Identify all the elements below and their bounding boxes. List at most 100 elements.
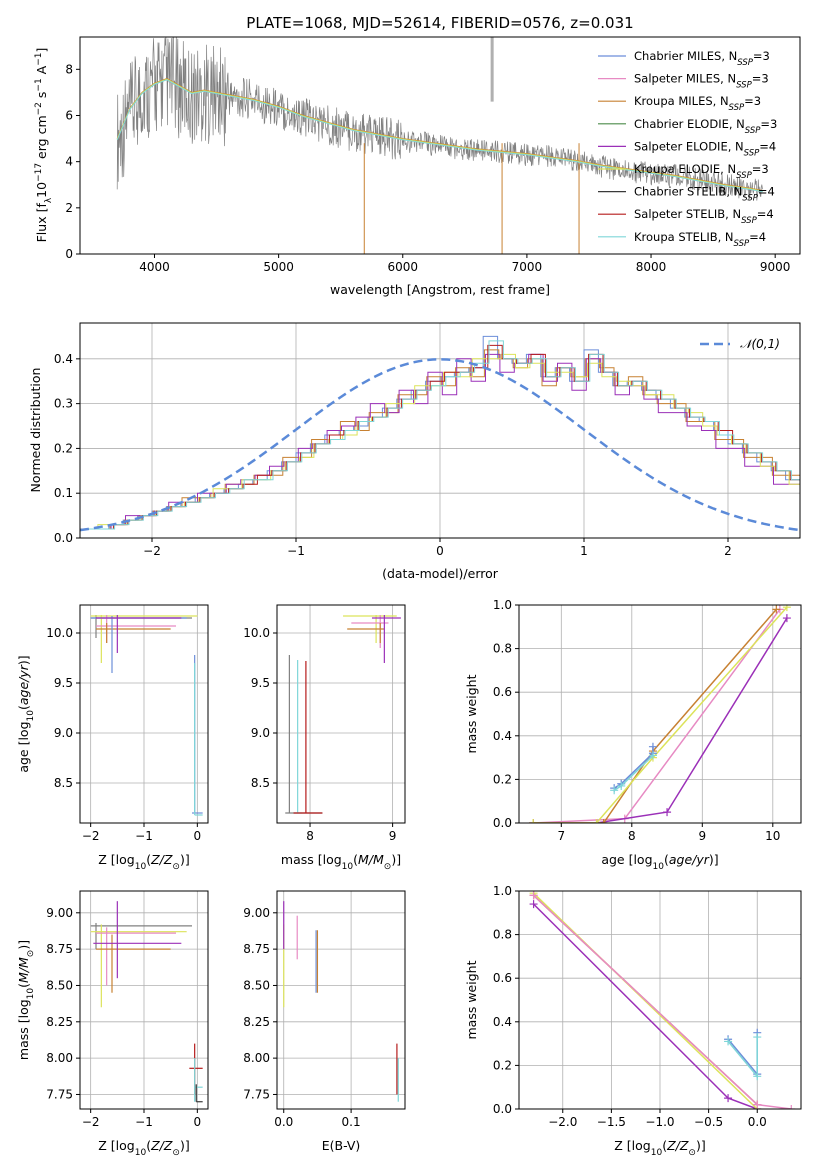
data-point-marker [663, 808, 672, 817]
axes-frame [276, 604, 406, 824]
axes-frame [79, 322, 801, 539]
y-tick-label: 9.0 [251, 726, 270, 740]
legend-entry: Salpeter STELIB, NSSP=4 [634, 207, 774, 226]
x-tick-label: −1 [287, 544, 305, 558]
axis-label: Z [log10(Z/Z⊙)] [614, 1138, 705, 1158]
series-line [533, 894, 792, 1109]
y-tick-label: 8.75 [243, 942, 270, 956]
y-tick-label: 0.4 [493, 1015, 512, 1029]
y-tick-label: 0.0 [54, 531, 73, 545]
legend: Chabrier MILES, NSSP=3 Salpeter MILES, NS… [598, 49, 777, 249]
data-point-marker [753, 1033, 762, 1042]
data-point-marker [772, 605, 781, 614]
legend-entry: Kroupa MILES, NSSP=3 [634, 94, 761, 113]
age-vs-mass-panel: 8 9 8.5 9.0 9.5 10.0 mass [log10(M/M⊙)] [243, 604, 406, 872]
x-tick-label: 8 [306, 829, 314, 843]
data-point-marker [529, 891, 538, 900]
axis-label: Z [log10(Z/Z⊙)] [98, 1138, 189, 1158]
legend-entry: 𝒩(0,1) [740, 337, 780, 351]
y-tick-label: 9.00 [243, 906, 270, 920]
x-tick-label: 0.1 [342, 1115, 361, 1129]
x-tick-label: 6000 [387, 260, 418, 274]
massweight-vs-metallicity-panel: −2.0 −1.5 −1.0 −0.5 0.0 0.0 0.2 0.4 0.6 0.8 1.0 Z [… [464, 884, 802, 1158]
mass-vs-metallicity-panel: −2 −1 0 7.75 8.00 8.25 8.50 8.75 9.00 Z [log10(Z/… [16, 890, 209, 1158]
x-tick-label: 9000 [760, 260, 791, 274]
y-tick-label: 9.5 [54, 676, 73, 690]
axes-frame [518, 604, 802, 824]
y-tick-label: 7.75 [243, 1087, 270, 1101]
x-tick-label: 9 [389, 829, 397, 843]
series-line [533, 606, 788, 823]
y-tick-label: 0.4 [493, 729, 512, 743]
legend-entry: Salpeter ELODIE, NSSP=4 [634, 139, 776, 158]
x-tick-label: 8000 [636, 260, 667, 274]
series-line [533, 892, 758, 1109]
legend-entry: Kroupa ELODIE, NSSP=3 [634, 162, 769, 181]
y-tick-label: 0.0 [493, 1102, 512, 1116]
legend-entry: Chabrier MILES, NSSP=3 [634, 49, 770, 68]
y-tick-label: 0.2 [493, 1058, 512, 1072]
x-tick-label: 8 [628, 829, 636, 843]
y-tick-label: 2 [65, 201, 73, 215]
y-tick-label: 8.00 [46, 1051, 73, 1065]
axes-frame [79, 890, 209, 1110]
series-line [533, 608, 781, 823]
y-tick-label: 0.8 [493, 642, 512, 656]
x-tick-label: 0 [194, 829, 202, 843]
x-tick-label: 1 [580, 544, 588, 558]
series-line [533, 608, 777, 823]
x-tick-label: 0 [194, 1115, 202, 1129]
y-tick-label: 8.5 [251, 776, 270, 790]
histogram-series [84, 344, 800, 530]
y-tick-label: 0.3 [54, 397, 73, 411]
model-spectrum-line [116, 78, 763, 192]
axis-label: wavelength [Angstrom, rest frame] [330, 282, 550, 297]
axes-frame [79, 36, 801, 255]
x-tick-label: 9 [698, 829, 706, 843]
axis-label: (data-model)/error [382, 566, 499, 581]
residuals-panel: −2 −1 0 1 2 0.0 0.1 0.2 0.3 0.4 𝒩(0,1) (data-model)… [28, 322, 801, 581]
series-line [727, 1032, 758, 1077]
x-tick-label: −0.5 [694, 1115, 723, 1129]
y-tick-label: 9.00 [46, 906, 73, 920]
y-tick-label: 0.6 [493, 685, 512, 699]
y-tick-label: 8.50 [46, 978, 73, 992]
data-point-marker [529, 819, 538, 823]
histogram-series [82, 353, 800, 530]
data-point-marker [617, 781, 626, 790]
y-tick-label: 10.0 [46, 626, 73, 640]
y-tick-label: 9.5 [251, 676, 270, 690]
figure-title: PLATE=1068, MJD=52614, FIBERID=0576, z=0… [246, 14, 633, 32]
y-tick-label: 8.25 [46, 1015, 73, 1029]
x-tick-label: −2 [143, 544, 161, 558]
y-tick-label: 8.00 [243, 1051, 270, 1065]
data-point-marker [753, 1100, 762, 1109]
axis-label: Z [log10(Z/Z⊙)] [98, 852, 189, 872]
x-tick-label: −1 [135, 829, 153, 843]
axis-label: mass weight [464, 674, 479, 753]
data-point-marker [529, 900, 538, 909]
axis-label: mass [log10(M/M⊙)] [16, 940, 36, 1060]
data-point-marker [753, 1072, 762, 1081]
model-spectrum-line [116, 79, 763, 193]
x-tick-label: 7000 [512, 260, 543, 274]
y-tick-label: 9.0 [54, 726, 73, 740]
y-tick-label: 0.1 [54, 486, 73, 500]
data-point-marker [782, 614, 791, 623]
y-tick-label: 0.8 [493, 928, 512, 942]
x-tick-label: 4000 [139, 260, 170, 274]
axis-label: Flux [fλ10−17 erg cm−2 s−1 A−1] [34, 48, 54, 243]
x-tick-label: 7 [557, 829, 565, 843]
legend-entry: Kroupa STELIB, NSSP=4 [634, 230, 766, 249]
y-tick-label: 7.75 [46, 1087, 73, 1101]
axis-label: mass [log10(M/M⊙)] [281, 852, 401, 872]
y-tick-label: 8.5 [54, 776, 73, 790]
legend-entry: Chabrier ELODIE, NSSP=3 [634, 117, 777, 136]
series-line [613, 746, 654, 789]
y-tick-label: 0 [65, 247, 73, 261]
model-spectrum-line [116, 78, 763, 191]
x-tick-label: −2 [82, 829, 100, 843]
y-tick-label: 0.4 [54, 352, 73, 366]
legend-entry: Salpeter MILES, NSSP=3 [634, 72, 769, 91]
